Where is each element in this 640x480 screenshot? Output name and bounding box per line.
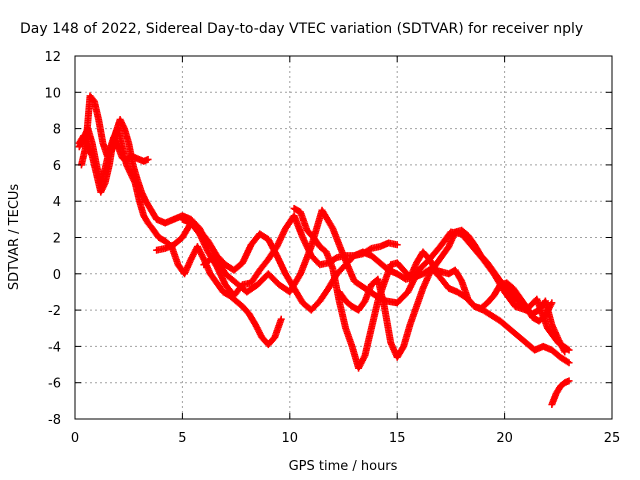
x-tick-label: 20 (496, 431, 513, 446)
x-tick-label: 10 (282, 431, 299, 446)
data-point (565, 359, 573, 367)
x-tick-label: 0 (71, 431, 79, 446)
data-points (75, 92, 573, 408)
axis-ticks (74, 55, 613, 420)
trace-marker (564, 358, 572, 366)
x-axis-label: GPS time / hours (289, 459, 398, 474)
y-tick-label: 2 (53, 232, 61, 247)
y-axis-label: SDTVAR / TECUs (7, 184, 22, 291)
data-point (393, 241, 401, 249)
data-point (277, 315, 285, 323)
data-point (561, 348, 569, 356)
series-track-8 (335, 226, 569, 361)
y-tick-label: 0 (53, 268, 61, 283)
chart-title: Day 148 of 2022, Sidereal Day-to-day VTE… (20, 21, 583, 37)
trace-marker (332, 254, 340, 262)
y-tick-label: -6 (48, 377, 61, 392)
x-tick-label: 5 (178, 431, 186, 446)
x-tick-label: 15 (389, 431, 406, 446)
series-track-3 (75, 125, 285, 349)
data-point (565, 377, 573, 385)
series-track-9 (548, 377, 573, 408)
y-tick-label: -4 (48, 340, 61, 355)
y-tick-label: 10 (44, 86, 61, 101)
data-point (144, 155, 152, 163)
y-tick-label: 12 (44, 50, 61, 65)
data-point (548, 299, 556, 307)
y-tick-label: -2 (48, 304, 61, 319)
axis-tick-labels: 0 5 10 15 20 25 -8 -6 -4 -2 0 2 4 6 8 10 12 (44, 50, 620, 446)
y-tick-label: 6 (53, 159, 61, 174)
y-tick-label: 4 (53, 195, 61, 210)
x-tick-label: 25 (604, 431, 621, 446)
y-tick-label: 8 (53, 123, 61, 138)
series-track-7 (290, 204, 556, 372)
y-tick-label: -8 (48, 413, 61, 428)
